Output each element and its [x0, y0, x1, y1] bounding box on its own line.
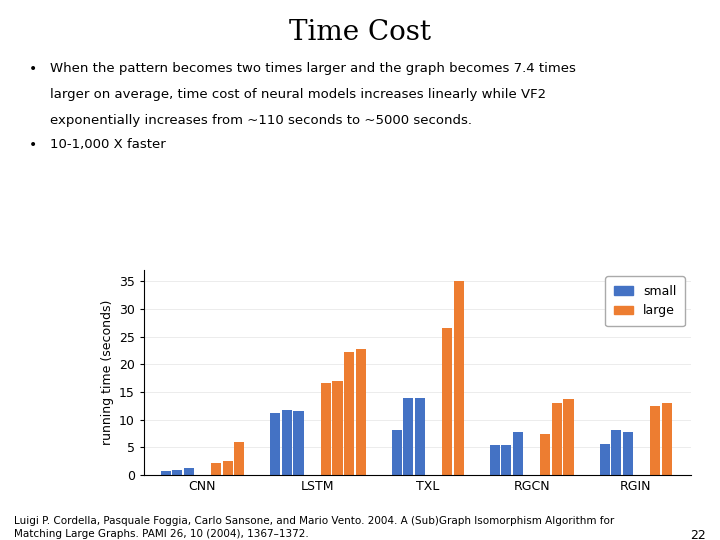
Bar [161, 471, 171, 475]
Bar [623, 432, 633, 475]
Bar [392, 430, 402, 475]
Text: Time Cost: Time Cost [289, 19, 431, 46]
Bar [442, 328, 452, 475]
Bar [344, 352, 354, 475]
Bar [501, 446, 511, 475]
Text: •: • [29, 138, 37, 152]
Bar [270, 413, 280, 475]
Bar [513, 432, 523, 475]
Bar [611, 430, 621, 475]
Bar [184, 468, 194, 475]
Bar [662, 403, 672, 475]
Bar [172, 470, 182, 475]
Bar [333, 381, 343, 475]
Bar [600, 444, 610, 475]
Bar [321, 382, 331, 475]
Text: 22: 22 [690, 529, 706, 540]
Bar [403, 397, 413, 475]
Bar [490, 446, 500, 475]
Bar [552, 402, 562, 475]
Bar [650, 406, 660, 475]
Bar [234, 442, 244, 475]
Text: •: • [29, 62, 37, 76]
Text: 10-1,000 X faster: 10-1,000 X faster [50, 138, 166, 151]
Bar [211, 463, 221, 475]
Text: When the pattern becomes two times larger and the graph becomes 7.4 times: When the pattern becomes two times large… [50, 62, 576, 75]
Bar [540, 434, 550, 475]
Text: exponentially increases from ~110 seconds to ~5000 seconds.: exponentially increases from ~110 second… [50, 114, 472, 127]
Bar [222, 461, 233, 475]
Text: Luigi P. Cordella, Pasquale Foggia, Carlo Sansone, and Mario Vento. 2004. A (Sub: Luigi P. Cordella, Pasquale Foggia, Carl… [14, 516, 615, 526]
Bar [282, 410, 292, 475]
Bar [454, 281, 464, 475]
Bar [356, 349, 366, 475]
Legend: small, large: small, large [606, 276, 685, 326]
Bar [415, 397, 425, 475]
Y-axis label: running time (seconds): running time (seconds) [101, 300, 114, 446]
Text: Matching Large Graphs. PAMI 26, 10 (2004), 1367–1372.: Matching Large Graphs. PAMI 26, 10 (2004… [14, 529, 309, 539]
Bar [564, 399, 574, 475]
Bar [294, 411, 304, 475]
Text: larger on average, time cost of neural models increases linearly while VF2: larger on average, time cost of neural m… [50, 88, 546, 101]
